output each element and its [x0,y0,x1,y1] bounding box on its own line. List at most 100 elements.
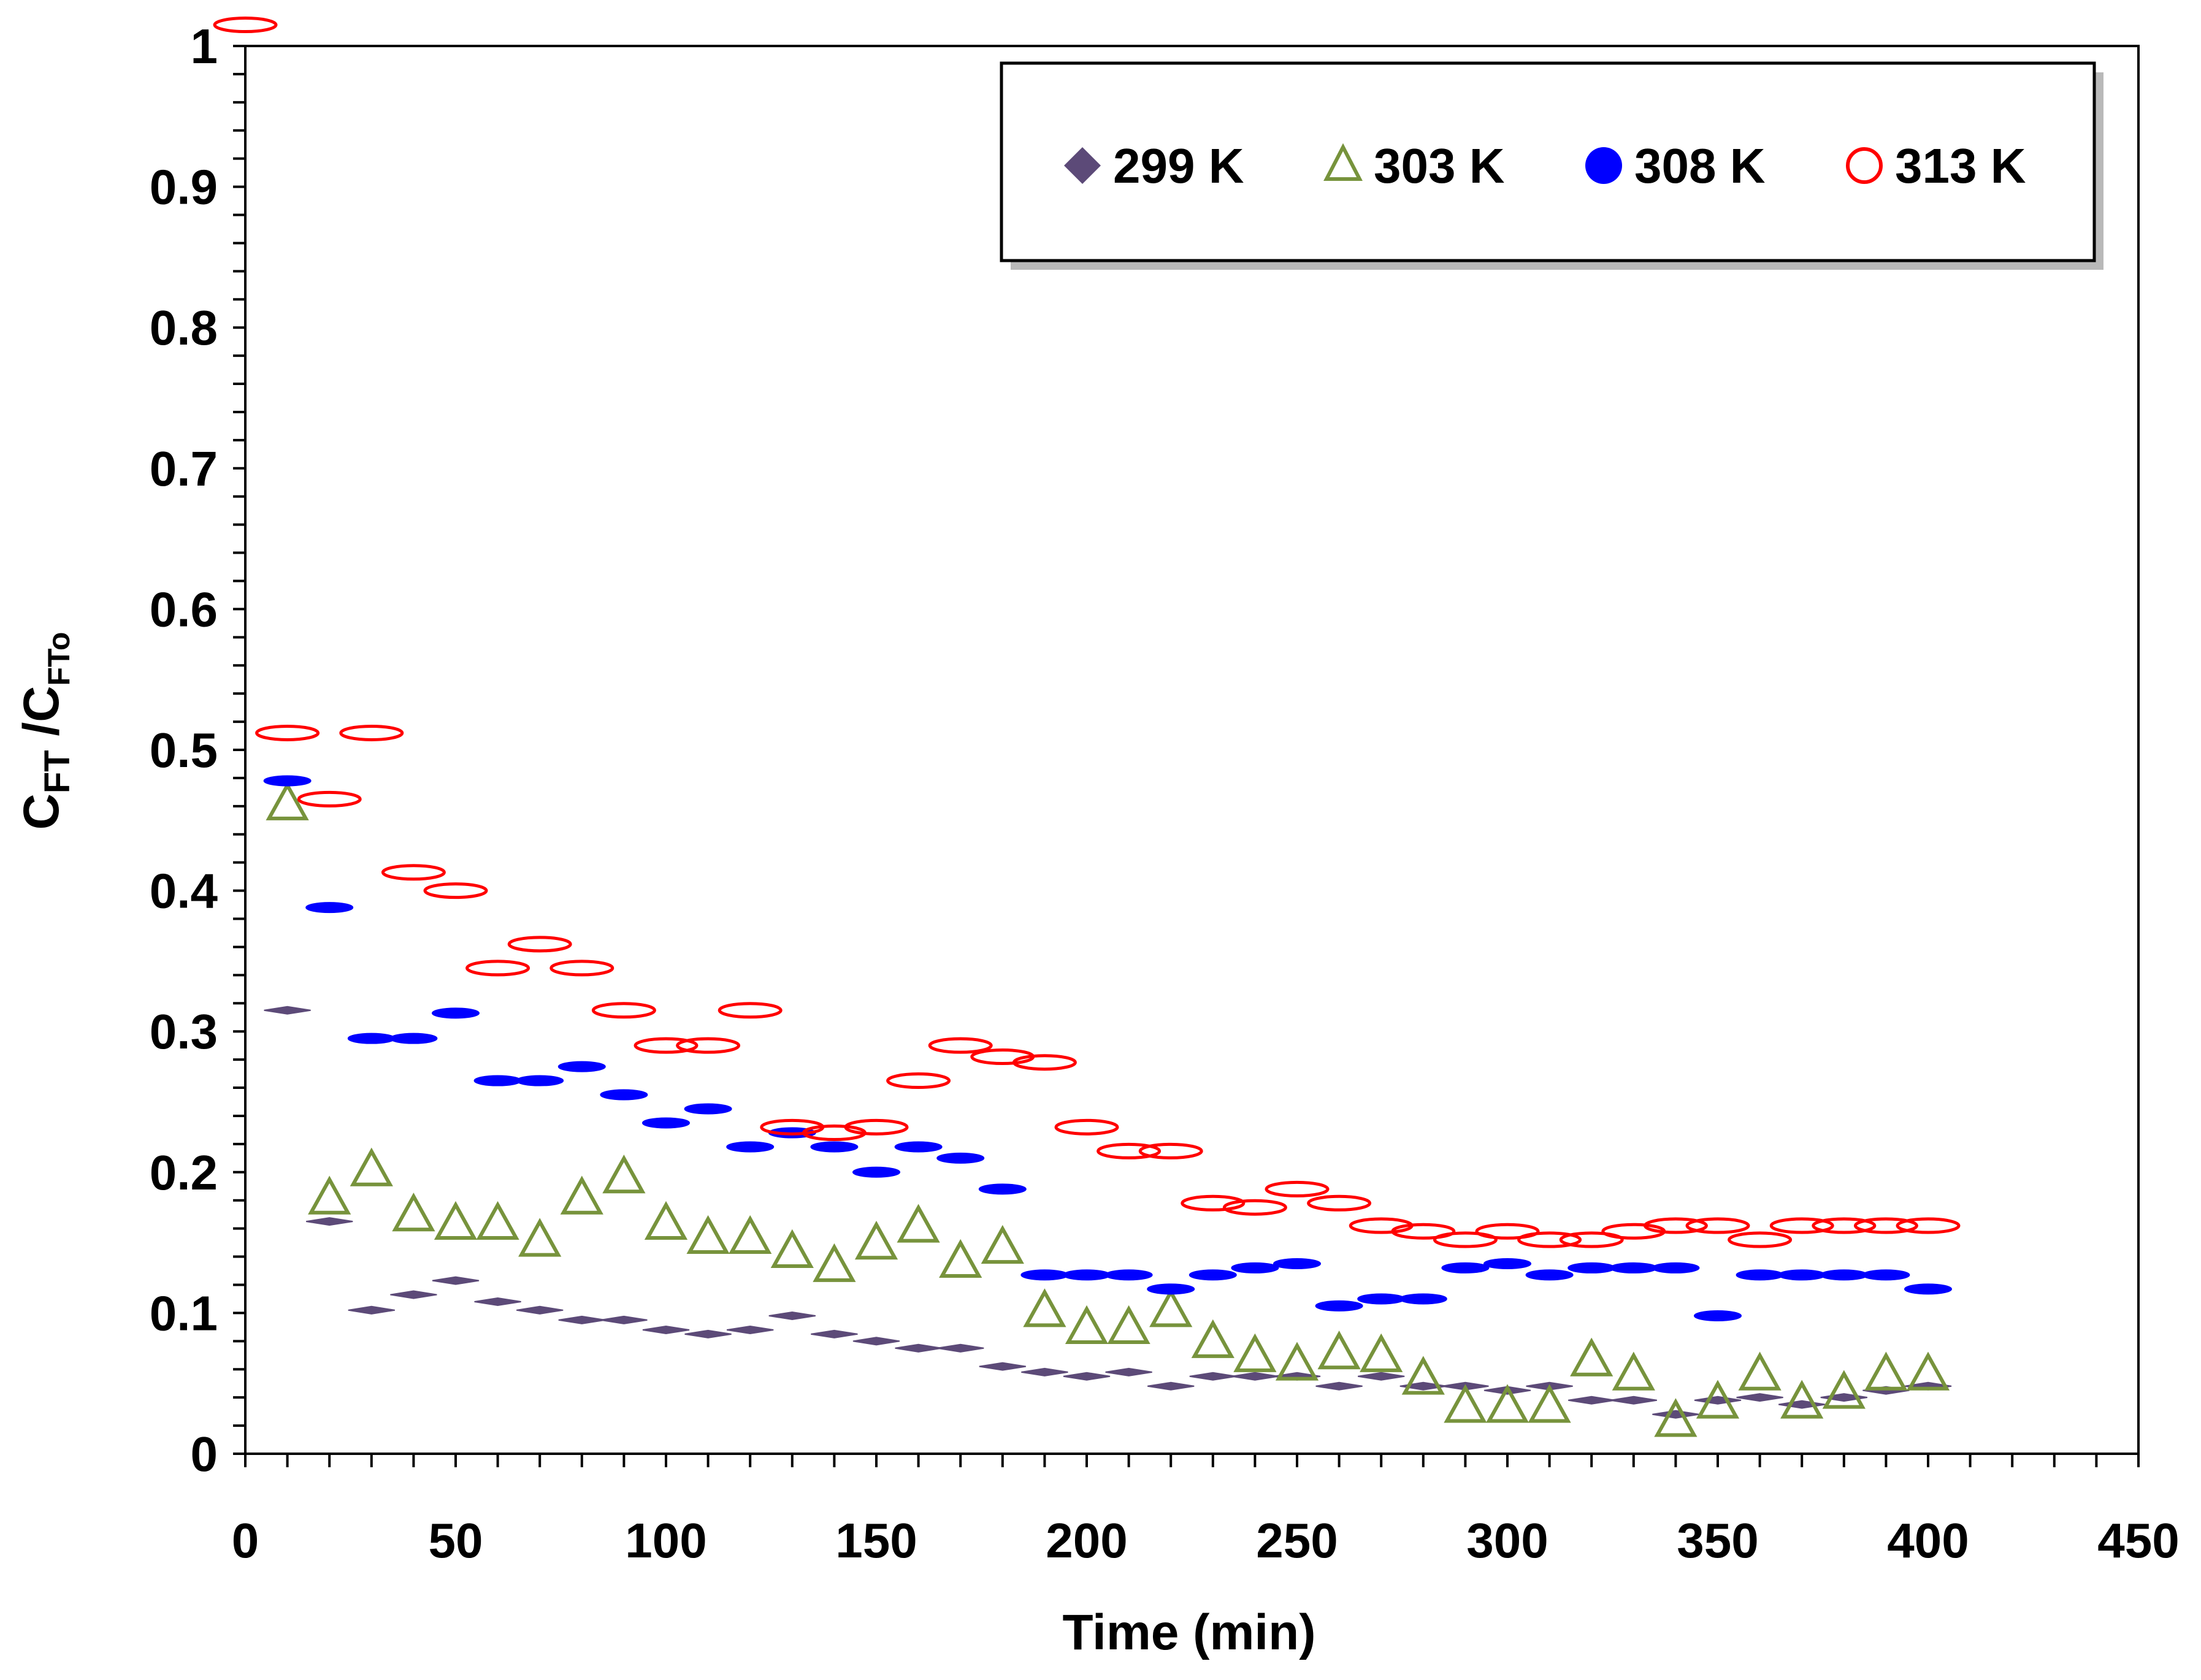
data-point [305,902,354,914]
data-series [213,17,1961,1437]
data-point [1063,1269,1111,1281]
data-point [560,1175,603,1215]
data-point [1559,1231,1624,1248]
data-point [432,1276,480,1285]
data-point [1138,1142,1203,1159]
data-point [474,1297,521,1307]
y-tick-label: 0.5 [150,723,218,777]
data-point [1315,1381,1363,1391]
data-point [1189,1372,1236,1381]
data-point [768,1311,816,1321]
data-point [937,1343,984,1353]
data-point [507,936,572,953]
data-point [516,1305,564,1315]
data-point [978,1183,1027,1195]
data-point [1357,1293,1406,1305]
data-point [1694,1396,1742,1405]
series-303-k [266,781,1950,1437]
data-point [1222,1199,1287,1216]
data-point [1231,1372,1279,1381]
series-299-k [264,1006,1952,1419]
y-axis-title-sub1: FT [37,750,77,793]
y-tick-label: 0.7 [150,441,218,496]
y-axis-title-sub2: FTo [42,632,76,686]
y-axis-title: CFT /CFTo [13,632,77,830]
data-point [1609,1262,1658,1273]
y-tick-label: 0.4 [150,864,218,918]
data-point [347,1033,396,1044]
x-tick-label: 400 [1887,1513,1969,1568]
data-point [981,1224,1024,1264]
y-tick-label: 0.3 [150,1004,218,1059]
data-point [684,1103,732,1115]
data-point [1485,1384,1529,1423]
y-tick-label: 0.2 [150,1145,218,1200]
data-point [895,1343,942,1353]
data-point [1065,1305,1109,1344]
y-axis-title-mid: /C [13,686,69,750]
data-point [1012,1054,1077,1071]
data-point [1273,1258,1321,1270]
legend-marker [1585,147,1622,184]
data-point [1570,1337,1613,1376]
data-point [1864,1351,1908,1391]
data-point [1433,1231,1498,1248]
data-point [1685,1217,1750,1234]
data-point [1401,1356,1445,1395]
data-point [1853,1217,1918,1234]
data-point [1104,1269,1153,1281]
data-point [600,1089,648,1101]
data-point [1107,1305,1150,1344]
data-point [264,1006,311,1015]
data-point [1728,1231,1793,1248]
legend: 299 K 303 K 308 K 313 K [1000,61,2103,270]
data-point [213,17,278,34]
data-point [813,1243,856,1282]
data-point [1358,1372,1405,1381]
y-tick-label: 0.6 [150,582,218,636]
data-point [928,1037,993,1054]
data-point [1399,1293,1447,1305]
data-point [1021,1367,1068,1376]
data-point [770,1229,814,1268]
data-point [1231,1262,1279,1273]
data-point [516,1075,564,1086]
legend-label: 299 K [1113,139,1244,193]
data-point [1054,1118,1119,1136]
data-point [1441,1262,1490,1273]
data-point [306,1217,353,1226]
data-point [1149,1288,1193,1327]
x-tick-label: 300 [1466,1513,1548,1568]
data-point [389,1033,438,1044]
data-point [549,960,614,977]
x-tick-label: 150 [835,1513,917,1568]
data-point [308,1175,351,1215]
data-point [1906,1351,1950,1391]
data-point [591,1002,656,1019]
data-point [1189,1269,1237,1281]
data-point [297,790,362,808]
data-point [1820,1269,1868,1281]
data-point [1778,1400,1826,1409]
data-point [1105,1367,1152,1376]
series-313-k [213,17,1961,1248]
data-point [810,1141,859,1153]
legend-label: 308 K [1634,139,1766,193]
data-point [642,1117,690,1129]
data-point [1610,1396,1657,1405]
data-point [1896,1217,1961,1234]
data-point [1307,1194,1372,1212]
legend-marker [1323,143,1363,181]
data-point [1063,1372,1111,1381]
data-point [381,864,446,881]
data-point [1652,1410,1699,1419]
data-point [686,1215,730,1254]
legend-label: 313 K [1895,139,2026,193]
legend-marker [1064,147,1101,184]
data-point [1147,1283,1195,1295]
data-point [1265,1180,1330,1197]
data-point [852,1337,900,1346]
data-point [894,1141,943,1153]
data-point [684,1329,732,1338]
